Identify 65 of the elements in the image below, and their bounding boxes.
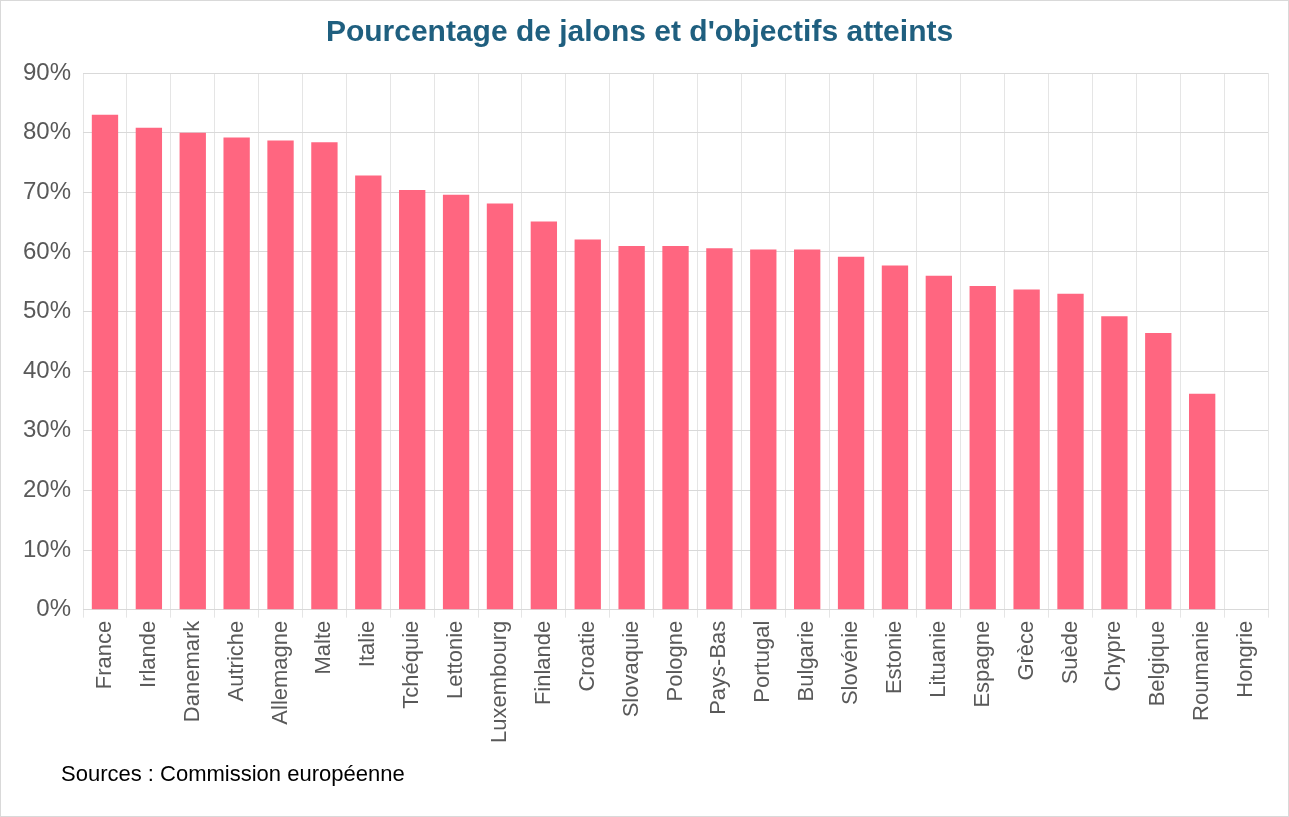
bar [442, 194, 470, 610]
bar [223, 137, 250, 610]
x-tick-label: Lituanie [924, 620, 950, 698]
x-tick-label: Grèce [1012, 620, 1038, 681]
bar [750, 249, 777, 610]
bar [267, 140, 294, 610]
x-tick-label: Danemark [178, 619, 204, 723]
bar [179, 132, 206, 610]
x-tick-label: Autriche [222, 620, 248, 702]
x-tick-label: Malte [310, 620, 336, 675]
source-note: Sources : Commission européenne [61, 761, 405, 787]
bar [1189, 393, 1216, 610]
x-tick-label: Luxembourg [486, 620, 512, 744]
bar [530, 221, 558, 610]
bar [311, 142, 338, 610]
x-tick-label: Croatie [573, 620, 599, 692]
chart-title: Pourcentage de jalons et d'objectifs atteints [325, 14, 954, 48]
x-tick-label: Slovénie [837, 620, 863, 706]
x-tick-label: Allemagne [266, 620, 292, 725]
x-tick-label: France [91, 620, 117, 690]
x-tick-label: Pays-Bas [705, 620, 731, 715]
bar [574, 239, 601, 610]
x-tick-label: Lettonie [442, 620, 468, 699]
x-tick-label: Irlande [134, 620, 160, 688]
bar [662, 245, 689, 610]
x-tick-label: Suède [1056, 620, 1082, 685]
bar [969, 285, 996, 610]
y-tick-label: 20% [22, 475, 72, 503]
y-tick-label: 0% [36, 594, 72, 622]
bar [1057, 293, 1084, 610]
y-tick-label: 50% [22, 296, 72, 324]
x-tick-label: Portugal [749, 620, 775, 703]
y-tick-label: 90% [22, 57, 72, 85]
y-tick-label: 40% [22, 355, 72, 383]
bar [706, 248, 733, 610]
bar [355, 175, 382, 610]
bar [1145, 333, 1172, 610]
bar [91, 114, 119, 610]
x-tick-label: Bulgarie [793, 620, 819, 702]
y-tick-label: 30% [22, 415, 72, 443]
x-tick-label: Espagne [968, 620, 994, 708]
bar [925, 275, 953, 610]
bar [794, 249, 821, 610]
bar [135, 127, 163, 610]
x-tick-label: Chypre [1100, 620, 1126, 692]
x-tick-label: Belgique [1144, 620, 1170, 707]
bar [881, 265, 909, 610]
x-tick-label: Slovaquie [617, 620, 643, 718]
x-tick-label: Estonie [881, 620, 907, 695]
x-tick-label: Hongrie [1232, 620, 1258, 698]
y-tick-label: 60% [22, 236, 72, 264]
bar [618, 245, 645, 610]
x-tick-label: Finlande [529, 620, 555, 706]
bar [1013, 289, 1040, 610]
x-tick-label: Pologne [661, 620, 687, 702]
y-tick-label: 80% [22, 117, 72, 145]
bar [837, 256, 865, 610]
x-tick-label: Roumanie [1188, 620, 1214, 721]
bar [399, 189, 426, 610]
bar [1101, 316, 1128, 610]
y-tick-label: 70% [22, 176, 72, 204]
y-tick-label: 10% [22, 534, 72, 562]
x-tick-label: Tchéquie [398, 620, 424, 709]
x-tick-label: Italie [354, 620, 380, 668]
bar [486, 203, 514, 610]
